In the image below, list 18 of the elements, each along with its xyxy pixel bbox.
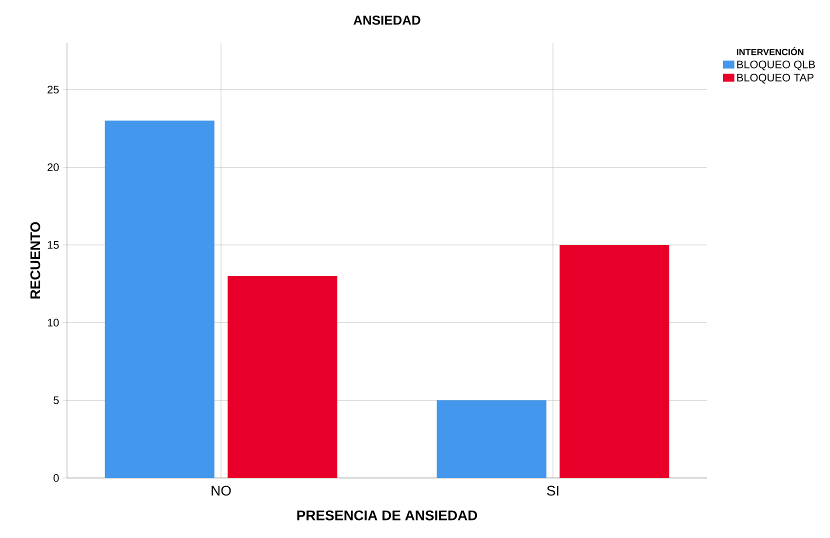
- y-tick-label: 20: [48, 163, 59, 172]
- y-tick-label: 25: [48, 86, 59, 94]
- y-tick-label: 10: [48, 318, 59, 327]
- y-tick-label: 15: [48, 241, 59, 249]
- legend-label: BLOQUEO TAP: [737, 74, 814, 84]
- y-tick-label: 5: [54, 396, 59, 404]
- bar: [436, 400, 546, 478]
- bar: [560, 244, 670, 478]
- x-tick-label: SI: [547, 486, 558, 496]
- bar: [228, 276, 338, 478]
- x-tick-label: NO: [212, 486, 231, 496]
- y-tick-label: 0: [54, 474, 59, 482]
- chart-title: ANSIEDAD: [354, 16, 420, 25]
- legend-label: BLOQUEO QLB: [737, 60, 815, 70]
- y-axis-title: RECUENTO: [30, 222, 40, 299]
- bar: [104, 120, 214, 478]
- legend-title: INTERVENCIÓN: [736, 47, 804, 56]
- x-axis-title: PRESENCIA DE ANSIEDAD: [297, 510, 478, 520]
